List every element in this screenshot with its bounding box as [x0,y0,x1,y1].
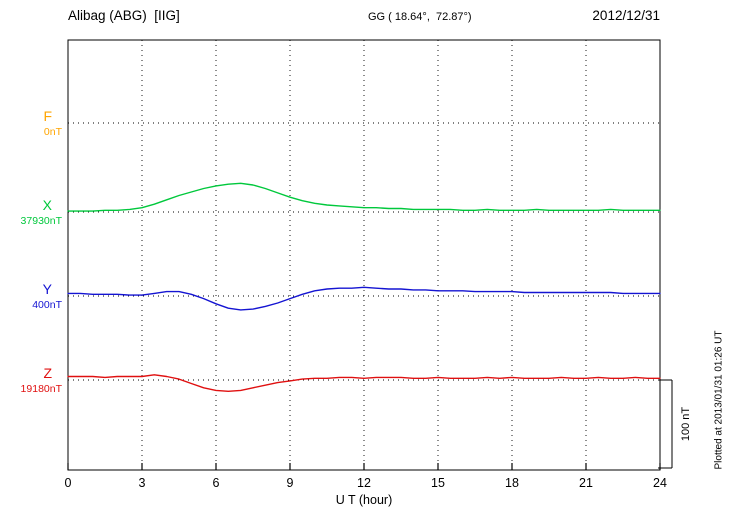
x-tick-label: 18 [505,476,519,490]
x-tick-label: 3 [138,476,146,490]
component-label-f: F 0nT [0,108,64,139]
trace-x [67,182,661,212]
x-tick-label: 21 [579,476,593,490]
plotted-at-note: Plotted at 2013/01/31 01:26 UT [713,330,725,470]
component-baseline-z: 19180nT [20,383,62,395]
x-tick-label: 0 [64,476,72,490]
component-letter-f: F [43,108,52,124]
station-title: Alibag (ABG) [IIG] [68,8,180,23]
x-tick-label: 9 [286,476,294,490]
component-label-z: Z 19180nT [0,365,64,396]
component-baseline-y: 400nT [32,299,62,311]
x-axis-label: U T (hour) [335,493,393,507]
component-letter-z: Z [43,365,52,381]
scale-bar-label: 100 nT [680,406,692,442]
x-tick-label: 12 [357,476,371,490]
plot-date: 2012/12/31 [592,8,660,23]
x-axis-tick-labels: 0 3 6 9 12 15 18 21 24 [0,476,730,492]
x-tick-label: 15 [431,476,445,490]
x-tick-label: 24 [653,476,667,490]
trace-y [67,286,661,311]
observatory-coordinates: GG ( 18.64°, 72.87°) [368,11,472,23]
component-label-y: Y 400nT [0,281,64,312]
component-baseline-f: 0nT [43,126,62,138]
component-baseline-x: 37930nT [20,215,62,227]
component-letter-x: X [42,197,52,213]
component-label-x: X 37930nT [0,197,64,228]
x-tick-label: 6 [212,476,220,490]
trace-z [67,374,661,392]
component-letter-y: Y [42,281,52,297]
